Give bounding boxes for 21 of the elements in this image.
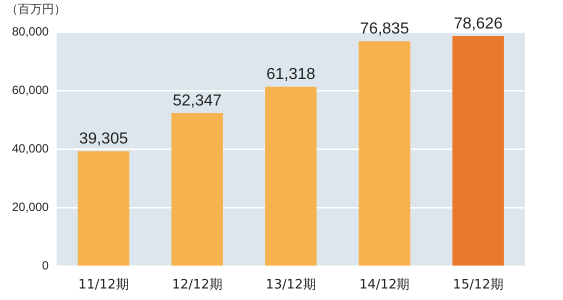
y-tick-label: 40,000	[12, 142, 50, 156]
x-tick-label: 14/12期	[359, 278, 410, 293]
bar	[171, 113, 223, 266]
bar	[358, 41, 410, 266]
y-tick-label: 20,000	[12, 200, 50, 214]
data-label: 78,626	[454, 15, 503, 32]
x-tick-label: 12/12期	[172, 278, 222, 293]
data-label: 52,347	[172, 92, 222, 110]
x-tick-label: 11/12期	[78, 278, 129, 293]
x-tick-label: 15/12期	[452, 278, 504, 293]
data-label: 61,318	[266, 66, 316, 84]
data-label: 76,835	[360, 20, 410, 38]
bar	[265, 86, 317, 266]
y-tick-label: 60,000	[12, 82, 50, 97]
data-label: 39,305	[79, 130, 128, 148]
x-tick-label: 13/12期	[266, 278, 316, 293]
y-tick-label: 80,000	[12, 24, 50, 38]
y-axis-title: （百万円）	[6, 2, 66, 16]
bar	[78, 151, 130, 266]
bar	[452, 36, 504, 266]
y-tick-label: 0	[42, 258, 50, 273]
